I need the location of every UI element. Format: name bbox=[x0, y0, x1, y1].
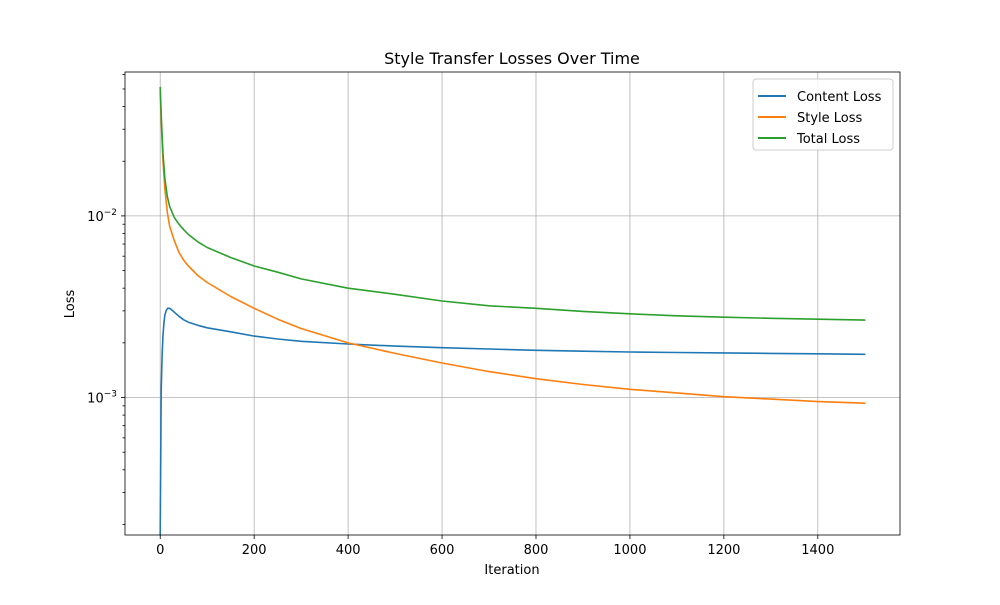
series-layer bbox=[159, 86, 866, 536]
chart-title: Style Transfer Losses Over Time bbox=[384, 49, 640, 68]
x-axis-label: Iteration bbox=[484, 563, 539, 578]
series-line-total-loss bbox=[159, 86, 866, 321]
y-axis-label: Loss bbox=[63, 290, 78, 319]
plot-area-frame bbox=[124, 71, 901, 536]
y-tick-label-base: 10 bbox=[87, 392, 104, 407]
x-tick-label: 600 bbox=[430, 543, 455, 558]
legend-label-total-loss: Total Loss bbox=[796, 132, 860, 147]
legend: Content Loss Style Loss Total Loss bbox=[752, 78, 894, 151]
x-tick-label: 800 bbox=[524, 543, 549, 558]
y-tick-label-exponent: −3 bbox=[104, 390, 117, 400]
series-line-content-loss bbox=[159, 307, 866, 536]
legend-label-content-loss: Content Loss bbox=[797, 90, 882, 105]
x-tick-label: 1000 bbox=[613, 543, 646, 558]
y-tick-label-base: 10 bbox=[87, 210, 104, 225]
legend-box bbox=[752, 78, 894, 151]
y-tick-label-exponent: −2 bbox=[104, 208, 117, 218]
x-tick-label: 200 bbox=[242, 543, 267, 558]
y-tick-label: 10−3 bbox=[87, 390, 117, 407]
x-tick-label: 1200 bbox=[707, 543, 740, 558]
x-tick-label: 400 bbox=[336, 543, 361, 558]
y-tick-label: 10−2 bbox=[87, 208, 117, 225]
x-tick-label: 0 bbox=[156, 543, 164, 558]
legend-label-style-loss: Style Loss bbox=[797, 111, 863, 126]
series-line-style-loss bbox=[159, 91, 866, 405]
x-tick-label: 1400 bbox=[801, 543, 834, 558]
